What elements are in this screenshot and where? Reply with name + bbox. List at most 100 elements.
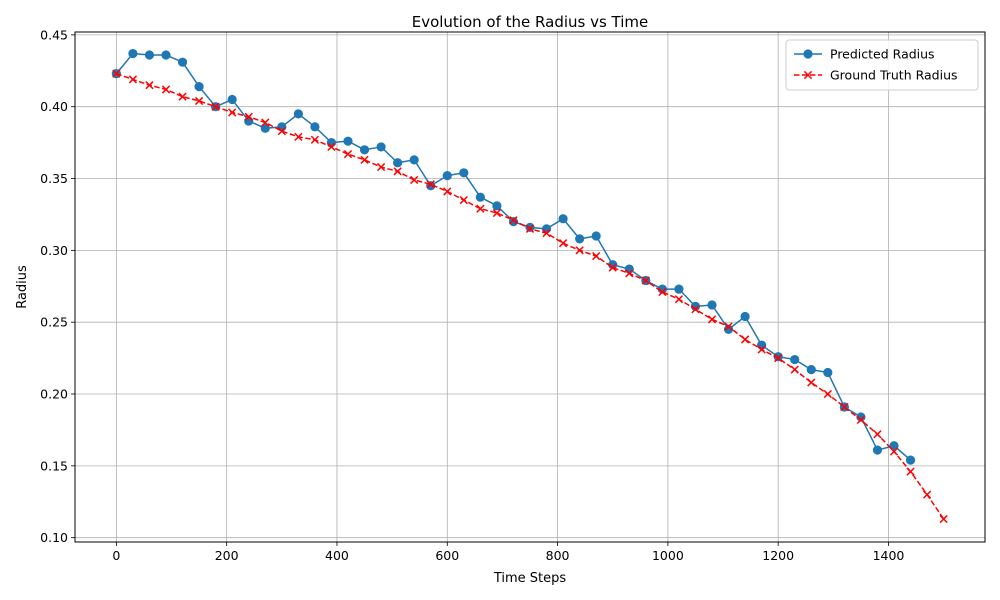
y-tick-label: 0.20	[40, 387, 68, 402]
data-point	[740, 335, 750, 344]
data-point	[723, 324, 734, 334]
y-tick-label: 0.15	[40, 458, 68, 473]
data-point	[807, 378, 816, 387]
data-point	[161, 85, 171, 94]
data-point	[211, 102, 220, 111]
data-point	[409, 155, 419, 165]
data-point	[905, 455, 916, 465]
data-point	[625, 269, 634, 278]
data-point	[244, 116, 254, 126]
chart-title: Evolution of the Radius vs Time	[412, 13, 649, 31]
data-point	[740, 311, 750, 322]
y-tick-label: 0.35	[40, 171, 68, 186]
grid	[75, 32, 985, 542]
x-tick-label: 600	[435, 548, 459, 563]
data-point	[823, 367, 833, 378]
ground-truth-radius-series	[112, 69, 948, 524]
data-point	[707, 315, 717, 324]
legend-box	[785, 39, 979, 91]
plot-frame	[74, 31, 986, 543]
y-axis-label: Radius	[15, 265, 30, 309]
data-point	[128, 75, 138, 84]
data-point	[856, 415, 866, 425]
data-point	[591, 231, 601, 241]
x-tick-label: 400	[325, 548, 349, 563]
series-line	[116, 72, 945, 520]
legend-label: Ground Truth Radius	[830, 68, 958, 83]
data-point	[327, 142, 336, 152]
data-point	[757, 340, 767, 350]
data-point	[244, 112, 253, 121]
data-point	[806, 365, 816, 375]
axis-ticks: 0 200 400 600 800 1000 1200 1400 0.10 0.15 0.20 0.2…	[40, 27, 904, 563]
x-tick-label: 1000	[652, 548, 684, 563]
data-point	[310, 135, 320, 144]
data-point	[889, 441, 899, 451]
data-point	[393, 167, 402, 176]
data-point	[343, 149, 353, 159]
legend-marker	[803, 49, 813, 59]
data-point	[707, 300, 717, 310]
data-point	[624, 264, 634, 274]
x-axis-label: Time Steps	[493, 571, 567, 586]
data-point	[790, 365, 799, 374]
data-point	[939, 514, 948, 524]
data-point	[658, 287, 667, 297]
data-point	[376, 162, 386, 172]
data-point	[293, 109, 303, 119]
data-point	[691, 305, 700, 314]
data-point	[558, 214, 568, 224]
data-point	[376, 142, 386, 152]
x-tick-label: 800	[546, 548, 570, 563]
data-point	[410, 175, 419, 185]
data-point	[459, 195, 468, 205]
data-point	[856, 412, 866, 422]
legend: Predicted Radius Ground Truth Radius	[785, 39, 979, 91]
data-point	[575, 246, 584, 255]
data-point	[128, 48, 138, 59]
data-point	[674, 284, 684, 294]
data-point	[840, 402, 849, 412]
data-point	[260, 123, 270, 133]
data-point	[922, 490, 932, 499]
y-tick-label: 0.30	[40, 243, 68, 258]
data-point	[228, 108, 237, 117]
data-point	[873, 430, 882, 439]
data-point	[261, 118, 270, 127]
data-point	[161, 50, 171, 60]
data-point	[112, 69, 121, 78]
data-point	[774, 353, 783, 363]
y-tick-label: 0.40	[40, 99, 68, 114]
legend-entry-ground-truth: Ground Truth Radius	[794, 68, 958, 83]
data-point	[790, 354, 800, 365]
data-point	[724, 322, 733, 331]
data-point	[525, 224, 535, 233]
data-point	[525, 222, 535, 232]
data-point	[906, 467, 915, 476]
x-tick-label: 1400	[873, 548, 905, 563]
data-point	[360, 155, 369, 164]
data-point	[277, 126, 286, 136]
y-tick-label: 0.45	[40, 27, 68, 42]
x-tick-label: 0	[112, 548, 120, 563]
data-point	[641, 276, 650, 285]
data-point	[476, 204, 485, 213]
data-point	[442, 171, 452, 181]
data-point	[492, 201, 502, 211]
data-point	[592, 251, 601, 261]
data-point	[872, 445, 883, 455]
data-point	[227, 94, 237, 105]
data-point	[310, 122, 320, 132]
data-point	[459, 168, 469, 178]
data-point	[608, 263, 617, 272]
data-point	[509, 216, 518, 225]
series-line	[115, 52, 912, 461]
data-point	[145, 81, 154, 90]
series-layer	[111, 48, 948, 524]
data-point	[475, 192, 485, 202]
y-tick-label: 0.10	[40, 530, 68, 545]
legend-marker	[803, 70, 813, 80]
y-tick-label: 0.25	[40, 315, 68, 330]
data-point	[294, 132, 303, 142]
